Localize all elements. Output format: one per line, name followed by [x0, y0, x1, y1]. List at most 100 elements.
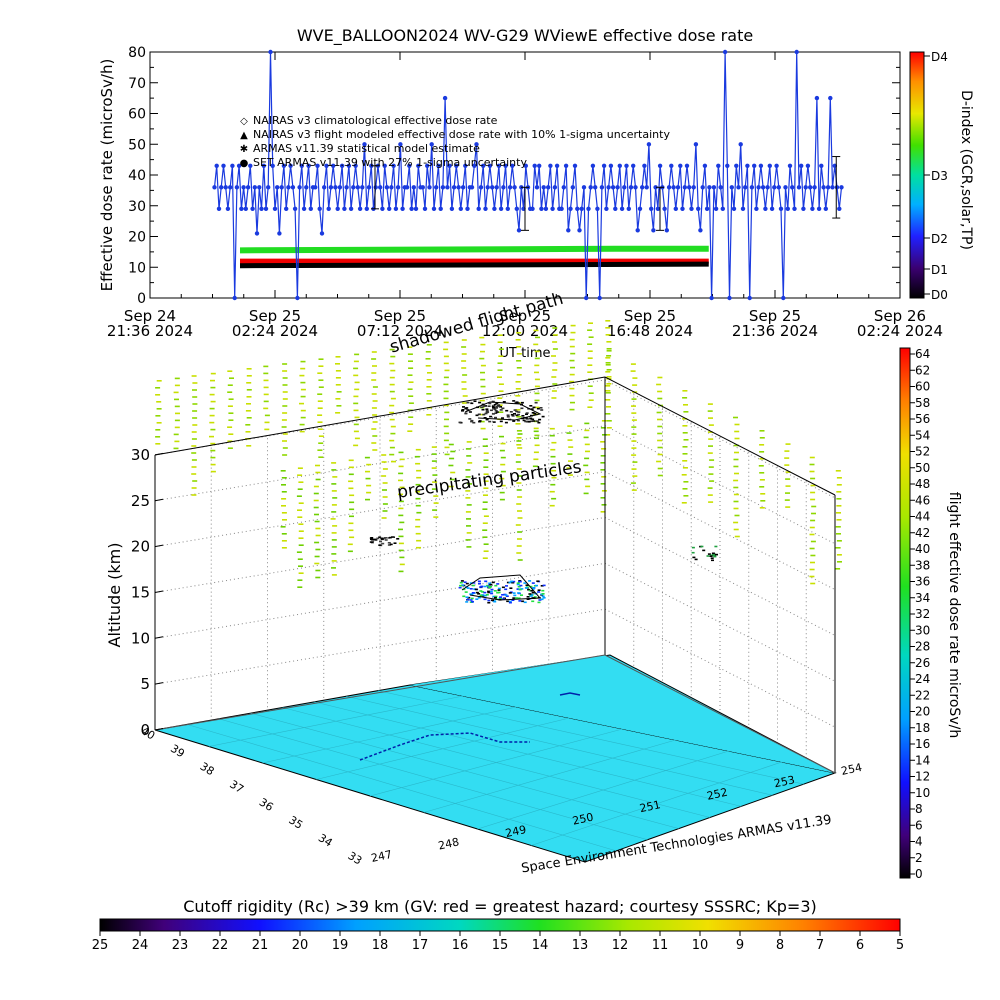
data-point-armas	[588, 185, 593, 190]
flight-point	[465, 601, 469, 603]
precipitation-mark	[570, 401, 575, 404]
precipitation-mark	[566, 467, 572, 469]
cutoff-rigidity-tick-label: 11	[652, 938, 669, 953]
precipitation-mark	[408, 360, 413, 362]
precipitation-mark	[282, 398, 288, 400]
precipitation-mark	[389, 453, 395, 456]
data-point-armas	[769, 206, 775, 211]
d-tick-label: D3	[931, 169, 948, 183]
flight-point	[464, 591, 468, 593]
precipitation-mark	[682, 390, 688, 392]
x-tick-label-time: 21:36 2024	[107, 322, 193, 340]
precipitation-mark	[707, 494, 713, 496]
flight-point	[475, 591, 479, 594]
data-point-armas	[290, 185, 296, 190]
precipitation-mark	[551, 476, 557, 479]
precipitation-mark	[353, 367, 359, 370]
precipitation-mark	[606, 406, 611, 408]
precipitation-mark	[550, 455, 556, 458]
precipitation-mark	[550, 462, 556, 465]
precipitation-mark	[657, 376, 663, 379]
flight-point	[461, 410, 464, 412]
precipitation-mark	[600, 483, 606, 485]
flight-point	[497, 404, 501, 406]
data-point-armas	[485, 185, 490, 190]
precipitation-mark	[443, 425, 449, 428]
data-point-armas	[436, 163, 441, 168]
precipitation-mark	[480, 392, 486, 395]
data-point-armas	[346, 163, 352, 168]
precipitation-mark	[551, 376, 557, 378]
data-point-armas	[651, 228, 656, 233]
precipitation-mark	[734, 535, 740, 538]
precipitation-mark	[416, 539, 422, 542]
precipitation-mark	[353, 360, 359, 363]
flight-point	[523, 582, 527, 584]
precipitation-mark	[449, 478, 455, 481]
precipitation-mark	[517, 538, 522, 540]
precipitation-mark	[331, 553, 337, 555]
precipitation-mark	[407, 409, 413, 411]
flight-point	[508, 601, 512, 604]
data-point-armas	[839, 185, 844, 190]
flight-point	[496, 583, 500, 585]
precipitation-mark	[349, 515, 354, 518]
precipitation-mark	[372, 421, 378, 423]
flight-point	[524, 420, 528, 423]
precipitation-mark	[282, 433, 288, 435]
precipitation-mark	[372, 414, 378, 416]
precipitation-mark	[298, 544, 304, 546]
data-point-armas	[642, 163, 647, 168]
flight-point	[707, 553, 711, 555]
data-point-armas	[277, 231, 282, 236]
precipitation-mark	[630, 370, 636, 372]
precipitation-mark	[298, 502, 304, 504]
flight-point	[537, 601, 541, 604]
d-index-colorbar	[909, 51, 925, 299]
flight-point	[502, 401, 506, 403]
data-point-armas	[219, 185, 224, 190]
flight-dose-tick-label: 2	[915, 851, 923, 865]
precipitation-mark	[500, 442, 506, 445]
flight-point	[541, 595, 545, 598]
precipitation-mark	[497, 376, 502, 378]
precipitation-mark	[605, 320, 611, 322]
precipitation-mark	[583, 492, 589, 495]
flight-point	[497, 589, 501, 591]
data-point-armas	[306, 163, 311, 168]
precipitation-mark	[331, 469, 337, 471]
precipitation-mark	[282, 370, 288, 372]
precipitation-mark	[313, 506, 319, 509]
precipitation-mark	[465, 539, 471, 541]
altitude-tick-label: 5	[140, 675, 150, 693]
data-point-armas	[725, 163, 730, 168]
precipitation-mark	[569, 373, 575, 376]
precipitation-mark	[433, 516, 439, 518]
cutoff-rigidity-tick-label: 8	[776, 938, 784, 953]
flight-point	[484, 412, 488, 415]
precipitation-mark	[408, 395, 414, 397]
precipitation-mark	[809, 568, 815, 571]
precipitation-mark	[432, 474, 438, 476]
precipitation-mark	[297, 586, 303, 588]
data-point-armas	[223, 185, 228, 190]
cutoff-rigidity-tick-label: 14	[532, 938, 549, 953]
data-point-armas	[572, 163, 578, 168]
precipitation-mark	[263, 407, 269, 410]
precipitation-mark	[515, 454, 521, 456]
precipitation-mark	[399, 458, 405, 461]
precipitation-mark	[466, 441, 472, 443]
precipitation-mark	[465, 448, 471, 450]
precipitation-mark	[263, 393, 269, 396]
data-point-armas	[234, 185, 240, 190]
data-point-armas	[537, 163, 542, 168]
precipitation-mark	[482, 508, 488, 510]
precipitation-mark	[549, 427, 555, 430]
precipitation-mark	[809, 575, 815, 578]
precipitation-mark	[155, 443, 161, 445]
precipitation-mark	[191, 375, 197, 377]
data-point-armas	[380, 206, 385, 211]
y-tick-label: 10	[128, 260, 146, 276]
precipitation-mark	[331, 504, 337, 506]
precipitation-mark	[174, 377, 180, 380]
